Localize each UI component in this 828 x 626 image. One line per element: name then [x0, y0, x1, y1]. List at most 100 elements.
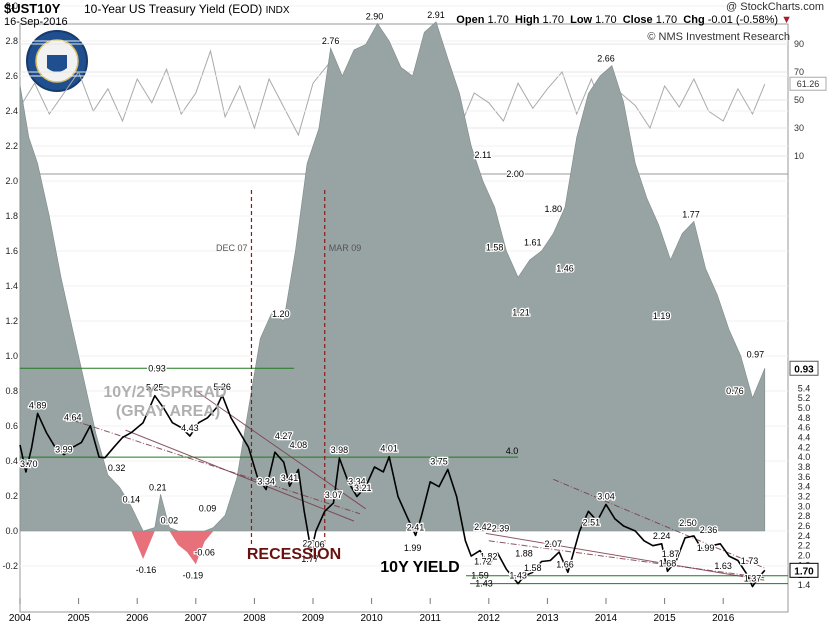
indicator-last-box [789, 76, 827, 91]
spread-data-label: 0.21 [149, 482, 167, 492]
right-axis-tick-label: 2.8 [798, 511, 811, 521]
yield-data-label: 2.42 [474, 522, 492, 532]
indicator-tick-label: 70 [794, 67, 804, 77]
spread-data-label: 1.20 [272, 309, 290, 319]
yield-data-label: 2.07 [544, 539, 562, 549]
treasury-shield-icon [47, 55, 67, 72]
right-axis-tick-label: 3.8 [798, 462, 811, 472]
spread-data-label: 1.19 [653, 311, 671, 321]
spread-data-label: 1.77 [682, 209, 700, 219]
spread-data-label: 2.00 [506, 169, 524, 179]
yield-data-label: 5.25 [146, 383, 164, 393]
yield-last-value: 1.70 [794, 566, 814, 577]
hline-1-43-label: 1.43 [475, 579, 493, 589]
yield-data-label: 3.70 [20, 459, 38, 469]
x-axis-tick-label: 2014 [595, 613, 618, 624]
spread-data-label: 0.76 [726, 386, 744, 396]
spread-data-label: -0.06 [194, 548, 215, 558]
hline-0-93-label: 0.93 [148, 363, 166, 373]
x-axis-tick-label: 2008 [243, 613, 266, 624]
spread-area [19, 21, 766, 532]
yield-data-label: 1.58 [524, 563, 542, 573]
yield-data-label: 2.51 [583, 517, 601, 527]
yield-data-label: 4.08 [290, 440, 308, 450]
open-value: 1.70 [487, 14, 509, 26]
yield-data-label: 2.41 [407, 522, 425, 532]
spread-label-line1: 10Y/2Y SPREAD [103, 384, 226, 401]
chg-label: Chg [683, 14, 705, 26]
spread-data-label: 1.80 [544, 204, 562, 214]
yield-data-label: 3.34 [348, 477, 366, 487]
yield-data-label: 3.04 [597, 491, 615, 501]
yield-data-label: 2.39 [492, 523, 510, 533]
x-axis-tick-label: 2011 [419, 613, 441, 624]
left-axis-tick-label: 2.6 [5, 71, 18, 81]
spread-data-label: 2.76 [322, 36, 340, 46]
x-axis-tick-label: 2013 [536, 613, 559, 624]
x-axis-tick-label: 2004 [9, 613, 32, 624]
low-label: Low [570, 14, 593, 26]
right-axis-tick-label: 4.6 [798, 423, 811, 433]
left-axis-tick-label: 1.8 [5, 211, 18, 221]
left-axis-tick-label: 2.0 [5, 176, 18, 186]
x-axis-tick-label: 2012 [478, 613, 501, 624]
ticker-symbol: $UST10Y [4, 1, 61, 16]
trend-line [488, 540, 765, 579]
yield-data-label: 1.88 [515, 548, 533, 558]
yield-data-label: 1.87 [662, 549, 680, 559]
yield-data-label: 1.63 [714, 561, 732, 571]
spread-data-label: 1.58 [486, 243, 504, 253]
yield-data-label: 1.99 [697, 543, 715, 553]
right-axis-tick-label: 2.0 [798, 551, 811, 561]
description-text: 10-Year US Treasury Yield (EOD) [84, 2, 263, 16]
exchange-text: INDX [265, 5, 290, 16]
recession-label: RECESSION [247, 546, 341, 563]
yield-data-label: 1.77 [301, 554, 319, 564]
left-axis-tick-label: 1.0 [5, 351, 18, 361]
spread-data-label: 1.46 [556, 264, 574, 274]
high-value: 1.70 [542, 14, 564, 26]
yield-data-label: 3.99 [55, 445, 73, 455]
trend-line [125, 429, 355, 522]
yield-data-label: 5.26 [213, 382, 231, 392]
spread-data-label: -0.16 [136, 565, 157, 575]
spread-data-label: -0.19 [183, 570, 204, 580]
yield-data-label: 4.64 [64, 413, 82, 423]
indicator-tick-label: 50 [794, 95, 804, 105]
right-axis-tick-label: 5.2 [798, 393, 811, 403]
recession-end-label: MAR 09 [329, 243, 362, 253]
left-axis-tick-label: 1.4 [5, 281, 18, 291]
yield-data-label: 3.75 [430, 456, 448, 466]
hline-1-59-label: 1.59 [471, 571, 489, 581]
x-axis-tick-label: 2009 [302, 613, 325, 624]
spread-last-box [789, 360, 819, 376]
right-axis-tick-label: 5.4 [798, 383, 811, 393]
yield-data-label: 1.99 [404, 543, 422, 553]
spread-label-line2: (GRAY AREA) [116, 403, 220, 420]
left-axis-tick-label: 1.6 [5, 246, 18, 256]
right-axis-tick-label: 3.2 [798, 492, 811, 502]
yield-data-label: 3.98 [331, 445, 349, 455]
x-axis-tick-label: 2010 [360, 613, 383, 624]
right-axis-tick-label: 3.0 [798, 501, 811, 511]
chart-date: 16-Sep-2016 [4, 16, 68, 28]
yield-last-box [789, 562, 819, 578]
spread-data-label: 2.91 [427, 10, 445, 20]
yield-data-label: 2.24 [653, 531, 671, 541]
low-value: 1.70 [595, 14, 617, 26]
yield-data-label: 2.50 [679, 518, 697, 528]
right-axis-tick-label: 5.0 [798, 403, 811, 413]
spread-data-label: 0.32 [108, 463, 126, 473]
spread-data-label: 1.61 [524, 237, 542, 247]
right-axis-tick-label: 4.8 [798, 413, 811, 423]
chg-value: -0.01 (-0.58%) [707, 14, 779, 26]
spread-data-label: 1.21 [512, 307, 530, 317]
yield-data-label: 3.21 [354, 483, 372, 493]
spread-data-label: 0.14 [123, 495, 141, 505]
yield-data-label: 4.89 [29, 400, 47, 410]
yield-data-label: 4.43 [181, 423, 199, 433]
yield-data-label: 1.68 [659, 558, 677, 568]
left-axis-tick-label: 3.0 [5, 1, 18, 11]
yield-line [19, 394, 766, 588]
